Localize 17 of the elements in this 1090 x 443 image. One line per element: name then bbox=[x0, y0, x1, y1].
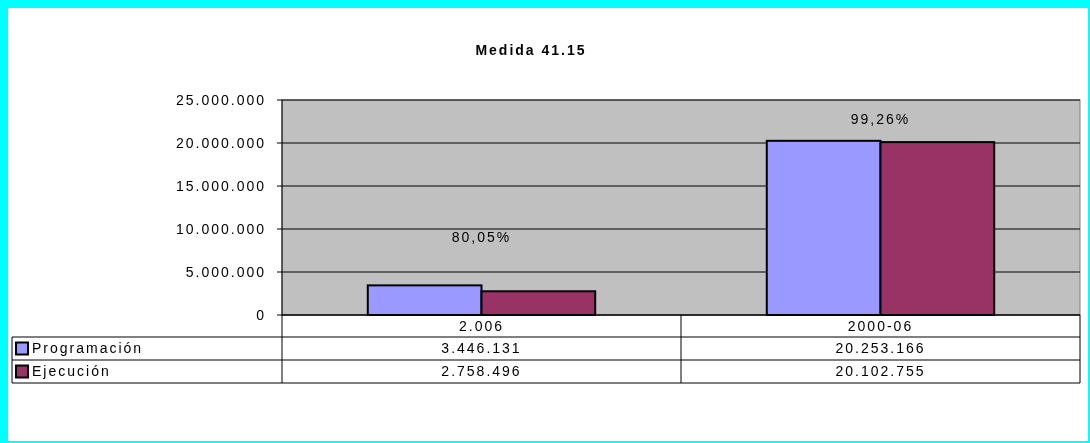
data-label: 20.102.755 bbox=[835, 363, 926, 380]
legend-label: Ejecución bbox=[32, 363, 111, 380]
y-tick-label: 5.000.000 bbox=[185, 263, 266, 280]
y-tick-label: 15.000.000 bbox=[175, 177, 266, 194]
chart-title: Medida 41.15 bbox=[475, 42, 587, 58]
data-label: 3.446.131 bbox=[441, 340, 522, 357]
legend-label: Programación bbox=[32, 340, 144, 357]
y-tick-label: 20.000.000 bbox=[175, 134, 266, 151]
data-label: 20.253.166 bbox=[835, 340, 926, 357]
y-tick-label: 25.000.000 bbox=[175, 91, 266, 108]
x-tick-label: 2.006 bbox=[458, 317, 505, 334]
y-tick-label: 0 bbox=[256, 306, 266, 323]
data-label: 2.758.496 bbox=[441, 363, 522, 380]
x-tick-label: 2000-06 bbox=[847, 317, 914, 334]
annotation: 80,05% bbox=[451, 229, 512, 246]
y-tick-label: 10.000.000 bbox=[175, 220, 266, 237]
annotation: 99,26% bbox=[850, 110, 911, 127]
